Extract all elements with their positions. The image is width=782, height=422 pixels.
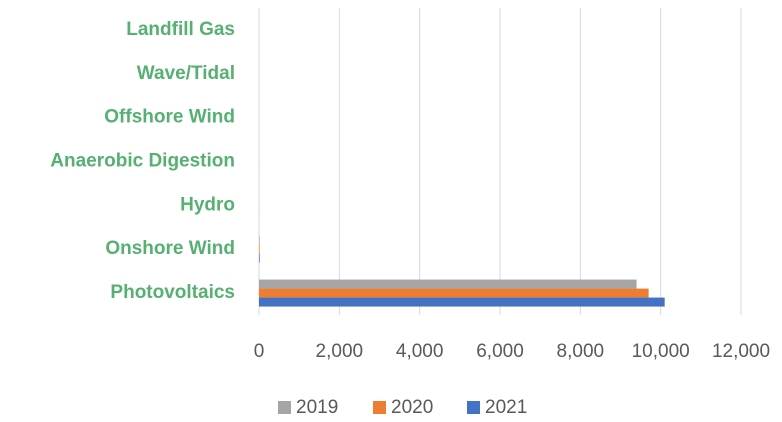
x-tick-label: 8,000 <box>557 341 605 362</box>
bar <box>259 244 260 254</box>
bar <box>259 235 260 245</box>
x-tick-label: 10,000 <box>632 341 690 362</box>
legend-label: 2019 <box>296 397 338 418</box>
bar <box>259 253 260 263</box>
bar <box>259 288 649 298</box>
category-label: Wave/Tidal <box>137 63 235 84</box>
x-tick-label: 2,000 <box>316 341 364 362</box>
x-tick-label: 6,000 <box>476 341 524 362</box>
category-label: Landfill Gas <box>126 19 235 40</box>
category-label: Anaerobic Digestion <box>50 151 235 172</box>
legend-label: 2020 <box>391 397 433 418</box>
category-label: Photovoltaics <box>110 282 235 303</box>
legend-swatch <box>278 401 291 414</box>
bar <box>259 297 665 307</box>
x-tick-label: 4,000 <box>396 341 444 362</box>
category-label: Hydro <box>180 194 235 215</box>
category-label: Offshore Wind <box>104 107 235 128</box>
x-tick-label: 12,000 <box>712 341 770 362</box>
category-label: Onshore Wind <box>105 238 235 259</box>
legend-label: 2021 <box>485 397 527 418</box>
x-tick-label: 0 <box>254 341 265 362</box>
legend-swatch <box>373 401 386 414</box>
legend-swatch <box>467 401 480 414</box>
bar <box>259 279 637 289</box>
